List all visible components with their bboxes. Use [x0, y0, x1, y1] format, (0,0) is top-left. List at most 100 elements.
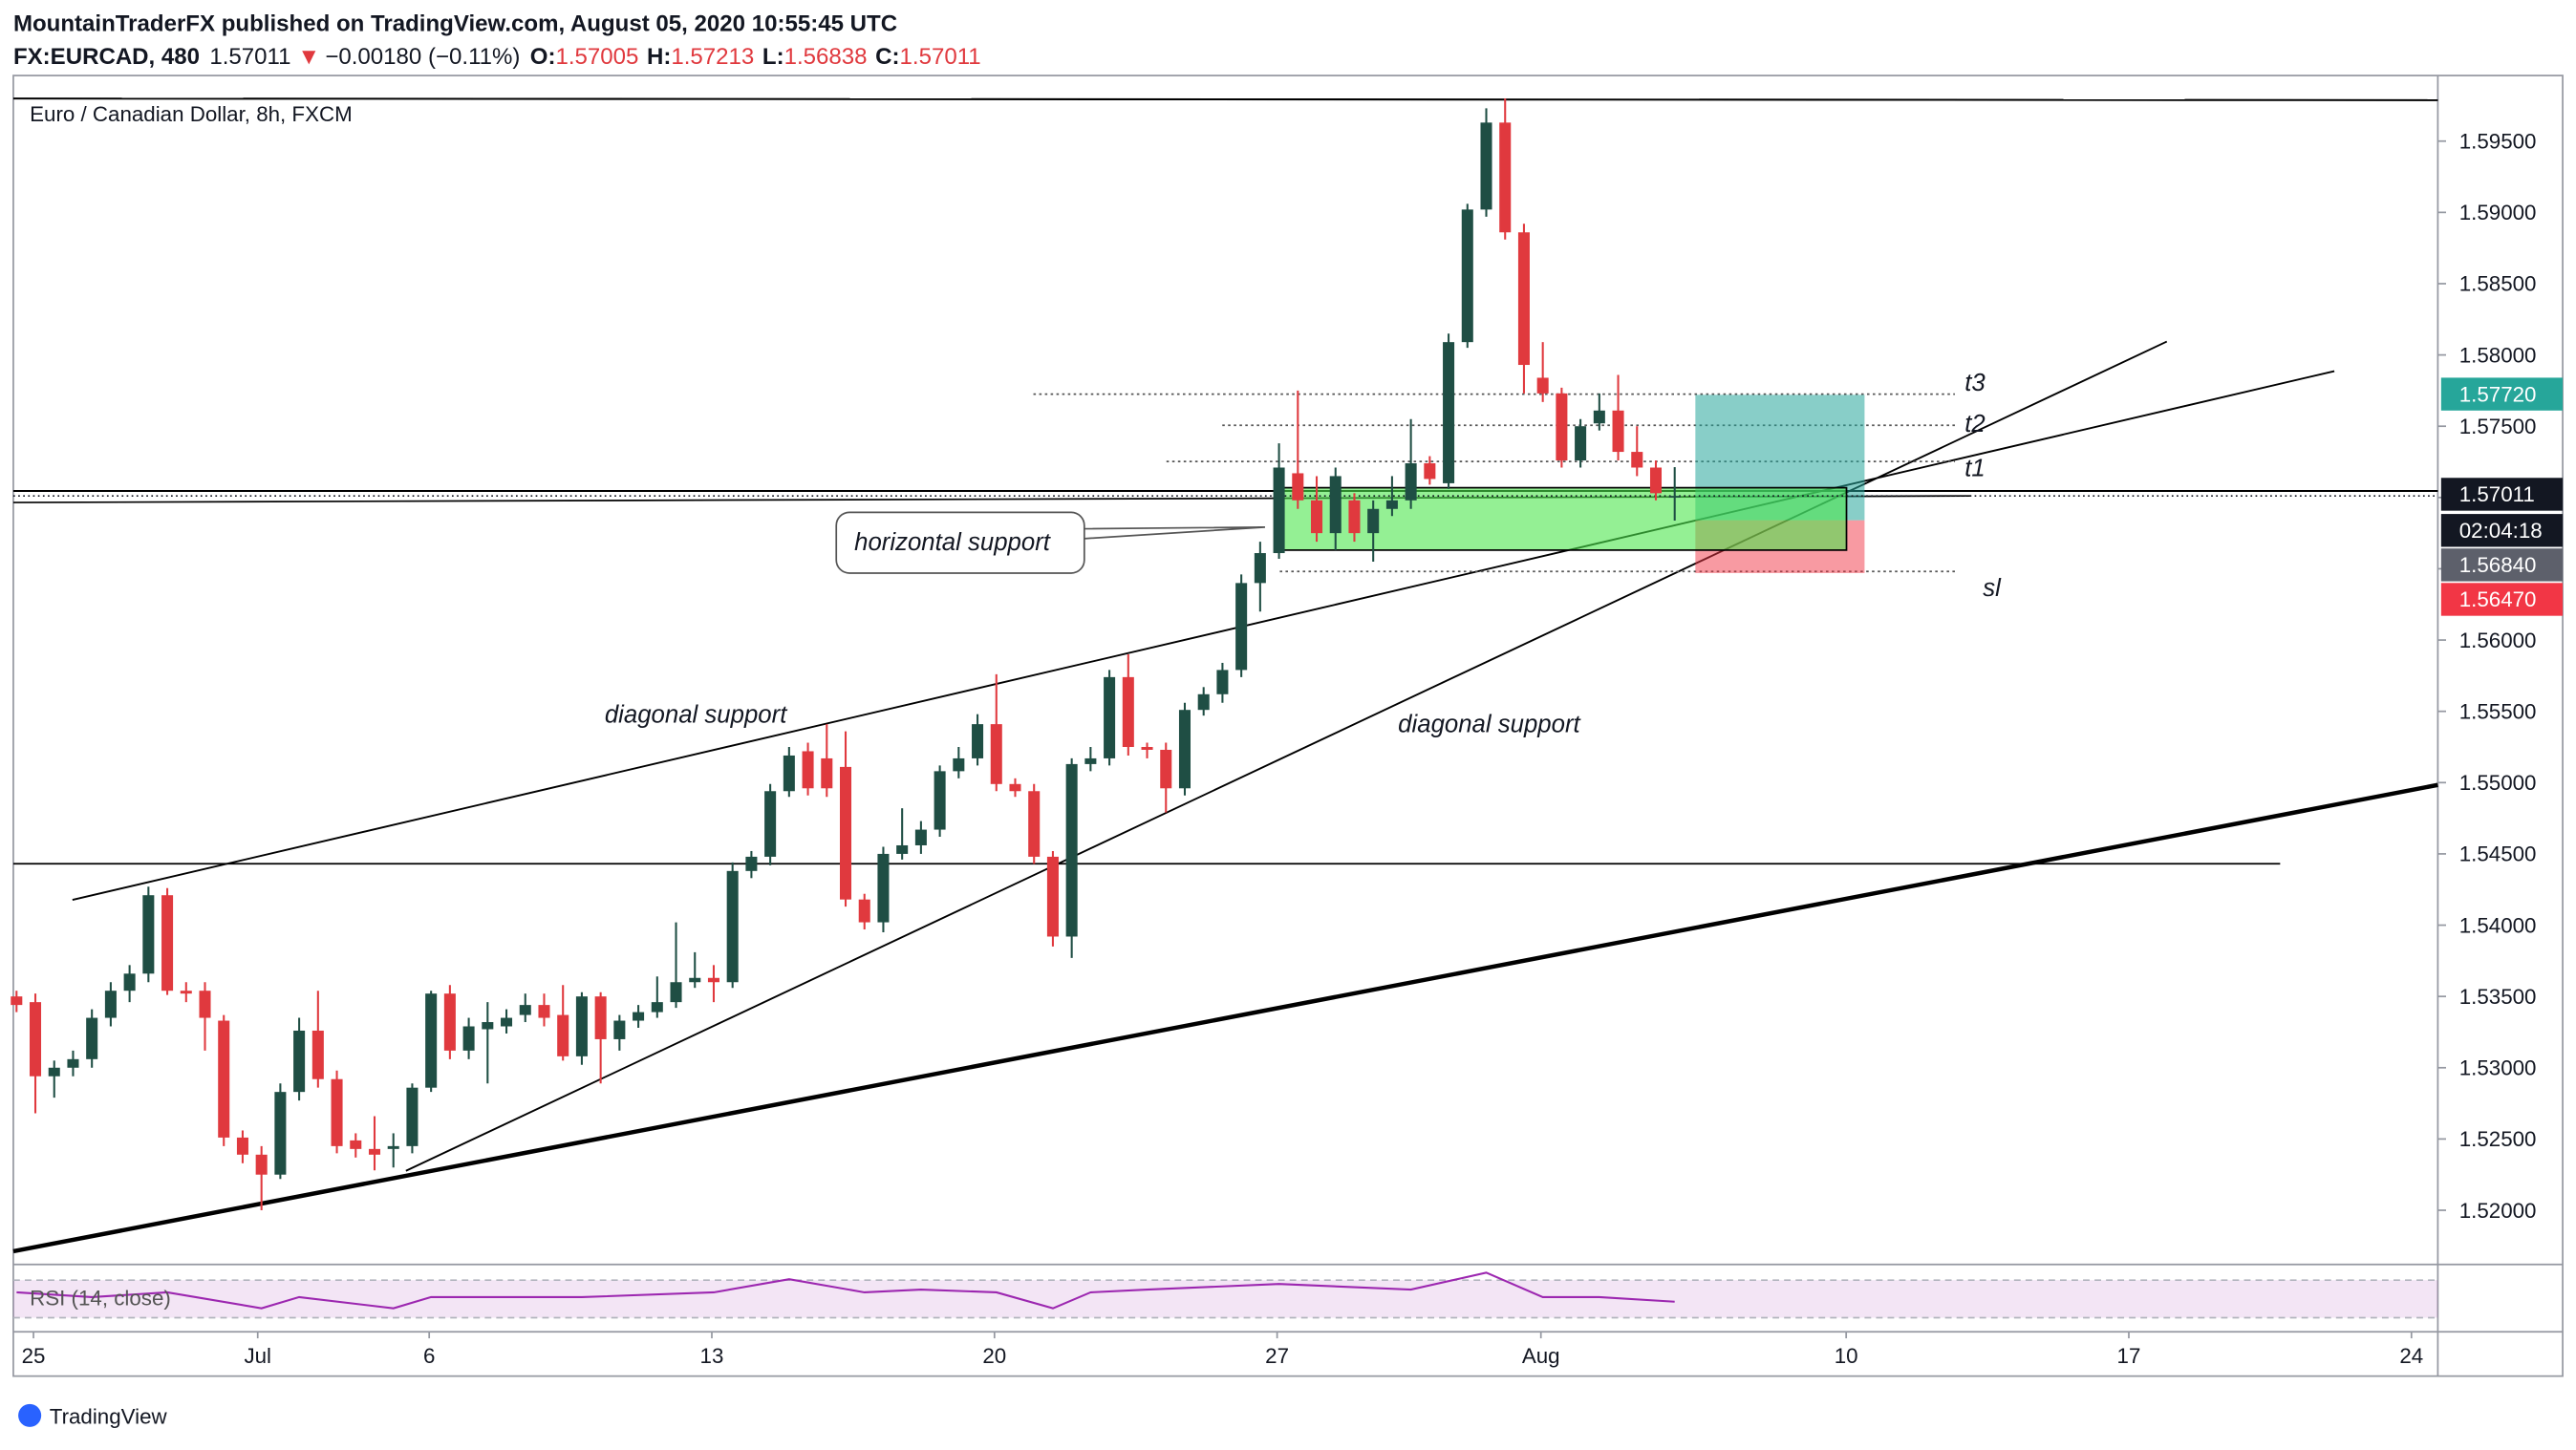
support-zone	[1278, 486, 1848, 551]
chart-title: Euro / Canadian Dollar, 8h, FXCM	[30, 102, 353, 126]
x-tick-label: Aug	[1522, 1344, 1560, 1368]
ohlc-label: H:	[647, 44, 671, 70]
candle-body	[180, 991, 192, 994]
drawings	[12, 97, 2438, 1254]
frame	[12, 75, 2564, 1377]
candle-body	[1273, 467, 1285, 554]
last-price: 1.57011	[209, 44, 290, 70]
annotation: diagonal support	[605, 701, 788, 728]
candle-body	[1329, 476, 1342, 534]
price-label: 1.56470	[2459, 587, 2537, 611]
candle-body	[613, 1020, 626, 1039]
countdown-box	[2440, 514, 2564, 547]
candle-body	[953, 757, 965, 772]
candle-body	[1575, 426, 1587, 461]
candle-body	[538, 1005, 550, 1018]
candle-body	[1593, 410, 1605, 424]
candle-body	[557, 1014, 569, 1056]
candle-body	[1536, 377, 1549, 394]
y-tick-label: 1.54500	[2459, 842, 2537, 866]
y-tick-label: 1.52000	[2459, 1199, 2537, 1223]
candle-body	[1292, 473, 1304, 501]
callout-pointer	[1084, 525, 1265, 540]
candle-body	[236, 1137, 248, 1155]
candle-body	[1556, 393, 1568, 461]
ohlc-label: O:	[530, 44, 556, 70]
x-tick-label: 6	[423, 1344, 435, 1368]
candle-body	[86, 1017, 98, 1059]
header-line: MountainTraderFX published on TradingVie…	[13, 11, 897, 37]
callout-box	[835, 511, 1085, 574]
candle-body	[1178, 710, 1191, 789]
candle-body	[670, 982, 682, 1003]
symbol: FX:EURCAD, 480	[13, 44, 200, 70]
candle-body	[1367, 508, 1380, 534]
ohlc-value: 1.57011	[900, 44, 981, 70]
candle-body	[387, 1145, 399, 1149]
candle-body	[406, 1087, 419, 1146]
quote-line: FX:EURCAD, 480 1.57011 ▼ −0.00180 (−0.11%) O…	[13, 44, 981, 70]
trend-line	[12, 97, 2438, 101]
x-tick-label: 27	[1265, 1344, 1289, 1368]
candle-body	[651, 1002, 663, 1013]
candle-body	[255, 1154, 268, 1175]
trend-line	[405, 340, 2168, 1172]
brand: TradingView	[50, 1404, 168, 1428]
candle-body	[1461, 209, 1473, 343]
candle-body	[764, 791, 777, 857]
candle-body	[1028, 791, 1041, 857]
candle-body	[462, 1026, 475, 1051]
candle-body	[1631, 452, 1643, 468]
candle-body	[519, 1005, 531, 1015]
logo	[18, 1403, 42, 1427]
candle-body	[1612, 410, 1624, 453]
candle-body	[293, 1030, 306, 1093]
rsi-label: RSI (14, close)	[30, 1287, 171, 1311]
candle-body	[839, 766, 852, 900]
x-tick-label: 20	[982, 1344, 1006, 1368]
candle-body	[990, 724, 1002, 784]
y-tick-label: 1.56000	[2459, 629, 2537, 652]
candle-body	[1385, 500, 1398, 509]
ohlc-value: 1.56838	[784, 44, 868, 70]
candle-body	[123, 973, 136, 992]
candle-body	[1216, 670, 1229, 694]
candle-body	[633, 1012, 645, 1021]
candle-body	[368, 1148, 381, 1155]
annotation: horizontal support	[854, 529, 1052, 556]
candle-body	[1046, 856, 1059, 937]
price-label: 1.57720	[2459, 382, 2537, 406]
candle-body	[1009, 783, 1021, 792]
candle-body	[877, 853, 890, 923]
candle-body	[1084, 757, 1097, 764]
publisher: MountainTraderFX published on TradingVie…	[13, 11, 897, 37]
candle-body	[1311, 500, 1323, 534]
candle-body	[218, 1020, 230, 1138]
y-tick-label: 1.59500	[2459, 129, 2537, 153]
candle-body	[896, 844, 909, 854]
candle-body	[30, 1002, 42, 1077]
candle-body	[934, 771, 946, 830]
candle-body	[1668, 496, 1681, 498]
price-label-box	[2440, 377, 2564, 411]
candle-body	[104, 991, 117, 1018]
candle-body	[1649, 467, 1663, 494]
countdown: 02:04:18	[2459, 519, 2543, 543]
candle-body	[1499, 122, 1512, 233]
trend-line	[12, 782, 2438, 1254]
candle-body	[1065, 763, 1078, 937]
candle-body	[199, 991, 211, 1018]
candle-body	[707, 977, 719, 983]
annotation: t1	[1964, 456, 1986, 482]
candle-body	[1254, 553, 1266, 584]
price-label: 1.56840	[2459, 553, 2537, 577]
candle-body	[142, 895, 155, 974]
change: −0.00180 (−0.11%)	[325, 44, 520, 70]
candle-body	[501, 1017, 513, 1027]
candle-body	[1424, 463, 1436, 480]
candle-body	[1122, 676, 1134, 747]
candle-body	[1348, 500, 1361, 534]
annotation: t2	[1964, 411, 1986, 437]
candle-body	[482, 1022, 494, 1030]
